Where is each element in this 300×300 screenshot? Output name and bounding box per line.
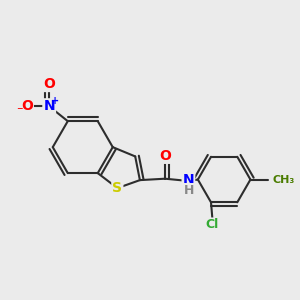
Text: S: S: [112, 181, 122, 195]
Text: O: O: [159, 149, 171, 163]
Text: H: H: [184, 184, 194, 196]
Text: CH₃: CH₃: [273, 175, 295, 184]
Text: N: N: [183, 172, 194, 187]
Text: O: O: [21, 99, 33, 113]
Text: N: N: [44, 99, 55, 113]
Text: ⁻: ⁻: [16, 105, 22, 118]
Text: Cl: Cl: [206, 218, 219, 231]
Text: O: O: [43, 77, 55, 91]
Text: +: +: [51, 96, 59, 106]
